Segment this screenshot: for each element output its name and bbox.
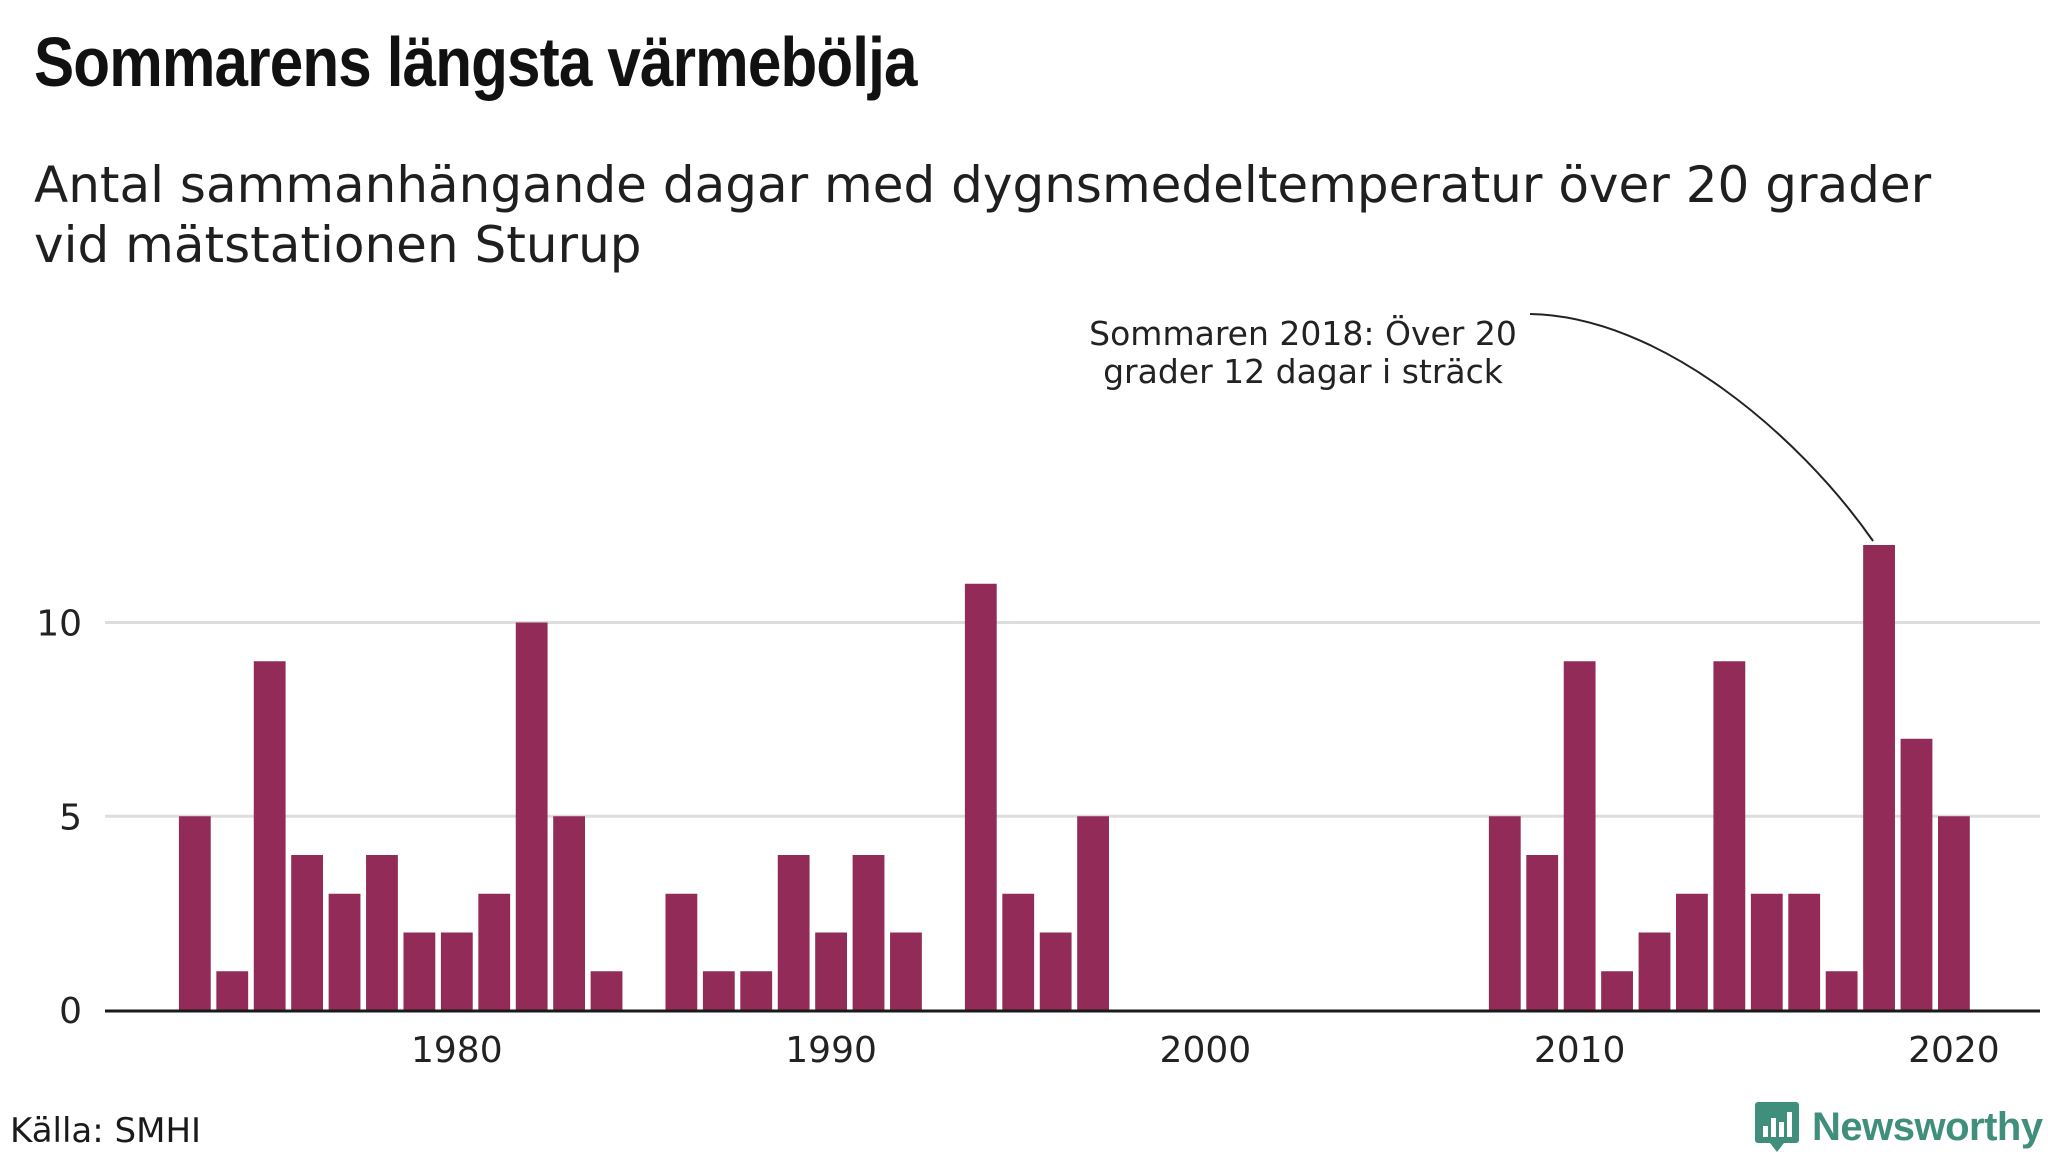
y-tick-label-0: 0	[59, 991, 82, 1032]
chart-title: Sommarens längsta värmebölja	[34, 23, 917, 101]
bar-2011	[1601, 971, 1633, 1010]
bar-2010	[1563, 661, 1596, 1010]
y-tick-label-5: 5	[59, 797, 82, 838]
bar-2009	[1526, 855, 1559, 1010]
bars	[178, 545, 1970, 1010]
logo-text: Newsworthy	[1812, 1104, 2043, 1149]
x-tick-label-1980: 1980	[411, 1030, 503, 1071]
bar-2008	[1488, 816, 1521, 1010]
bar-chart-pin-icon	[1755, 1102, 1799, 1152]
source-label: Källa: SMHI	[10, 1111, 202, 1151]
bar-1992	[890, 932, 922, 1010]
bar-1996	[1039, 932, 1072, 1010]
bar-1988	[740, 971, 773, 1010]
bar-1977	[328, 893, 361, 1010]
x-tick-label-2020: 2020	[1908, 1030, 2000, 1071]
bar-1982	[515, 622, 548, 1010]
bar-1980	[440, 932, 473, 1010]
bar-1991	[852, 855, 885, 1010]
bar-1997	[1077, 816, 1109, 1010]
bar-1976	[291, 855, 324, 1010]
bar-1974	[216, 971, 249, 1010]
bar-1989	[777, 855, 810, 1010]
bar-1984	[590, 971, 623, 1010]
bar-1983	[553, 816, 586, 1010]
x-tick-label-1990: 1990	[785, 1030, 877, 1071]
bar-1978	[366, 855, 398, 1010]
bar-1987	[702, 971, 735, 1010]
bar-1995	[1002, 893, 1035, 1010]
bar-2020	[1938, 816, 1970, 1010]
annotation-text-line-2: grader 12 dagar i sträck	[1103, 352, 1504, 391]
bar-2017	[1825, 971, 1858, 1010]
bar-1994	[964, 583, 997, 1010]
bar-2013	[1676, 893, 1708, 1010]
bar-1986	[665, 893, 698, 1010]
bar-2012	[1638, 932, 1671, 1010]
bar-2014	[1713, 661, 1746, 1010]
grid-lines	[105, 621, 2040, 818]
bar-1979	[403, 932, 436, 1010]
y-tick-labels: 0 5 10	[36, 604, 82, 1033]
bar-1975	[253, 661, 286, 1010]
bar-1990	[815, 932, 847, 1010]
x-tick-label-2010: 2010	[1534, 1030, 1626, 1071]
newsworthy-logo: Newsworthy	[1754, 1100, 2043, 1154]
x-tick-labels: 1980 1990 2000 2010 2020	[411, 1030, 2000, 1071]
annotation-connector	[1529, 313, 1874, 542]
chart-subtitle: Antal sammanhängande dagar med dygnsmede…	[34, 156, 1932, 274]
annotation-text-line-1: Sommaren 2018: Över 20	[1089, 313, 1517, 353]
bar-2015	[1750, 893, 1783, 1010]
bar-2019	[1900, 738, 1933, 1010]
y-tick-label-10: 10	[36, 604, 82, 645]
bar-2018	[1863, 545, 1895, 1010]
bar-2016	[1788, 893, 1821, 1010]
bar-1973	[178, 816, 211, 1010]
bar-1981	[478, 893, 511, 1010]
x-tick-label-2000: 2000	[1160, 1030, 1252, 1071]
